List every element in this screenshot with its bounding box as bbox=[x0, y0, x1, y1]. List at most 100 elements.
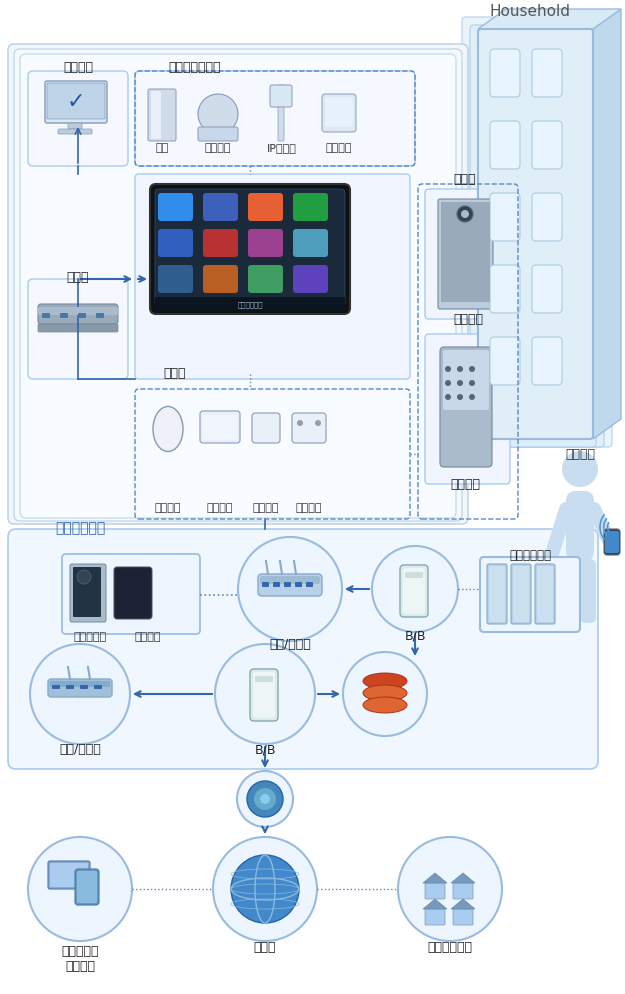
FancyBboxPatch shape bbox=[293, 265, 328, 293]
FancyBboxPatch shape bbox=[604, 530, 620, 556]
Circle shape bbox=[237, 771, 293, 827]
FancyBboxPatch shape bbox=[14, 50, 462, 522]
Circle shape bbox=[247, 781, 283, 817]
Circle shape bbox=[260, 794, 270, 804]
Text: 智能家居门户: 智能家居门户 bbox=[428, 940, 472, 953]
FancyBboxPatch shape bbox=[150, 185, 350, 315]
FancyBboxPatch shape bbox=[532, 122, 562, 170]
Polygon shape bbox=[451, 900, 475, 910]
FancyBboxPatch shape bbox=[480, 558, 580, 632]
FancyBboxPatch shape bbox=[135, 175, 410, 380]
FancyBboxPatch shape bbox=[262, 582, 269, 587]
Text: 智能照明: 智能照明 bbox=[253, 503, 279, 513]
FancyBboxPatch shape bbox=[258, 575, 322, 596]
Text: 公用门厅机: 公用门厅机 bbox=[74, 631, 106, 641]
FancyBboxPatch shape bbox=[203, 414, 237, 440]
Text: 网关/交换机: 网关/交换机 bbox=[269, 638, 311, 651]
FancyBboxPatch shape bbox=[478, 34, 596, 447]
FancyBboxPatch shape bbox=[513, 567, 529, 622]
FancyBboxPatch shape bbox=[117, 571, 149, 616]
FancyBboxPatch shape bbox=[400, 566, 428, 617]
FancyBboxPatch shape bbox=[96, 314, 104, 319]
FancyBboxPatch shape bbox=[151, 91, 161, 140]
Text: 小区公共区域: 小区公共区域 bbox=[55, 521, 105, 535]
FancyBboxPatch shape bbox=[453, 910, 473, 925]
FancyBboxPatch shape bbox=[50, 681, 110, 687]
Text: 个人电脑或
智能手机: 个人电脑或 智能手机 bbox=[61, 944, 99, 972]
FancyBboxPatch shape bbox=[490, 122, 520, 170]
Circle shape bbox=[343, 652, 427, 737]
FancyBboxPatch shape bbox=[306, 582, 313, 587]
FancyBboxPatch shape bbox=[62, 555, 200, 634]
FancyBboxPatch shape bbox=[453, 883, 473, 900]
Circle shape bbox=[198, 94, 238, 135]
FancyBboxPatch shape bbox=[537, 567, 553, 622]
FancyBboxPatch shape bbox=[203, 265, 238, 293]
FancyBboxPatch shape bbox=[490, 194, 520, 242]
FancyBboxPatch shape bbox=[198, 128, 238, 142]
FancyBboxPatch shape bbox=[535, 565, 555, 624]
FancyBboxPatch shape bbox=[250, 669, 278, 722]
FancyBboxPatch shape bbox=[148, 89, 176, 142]
FancyBboxPatch shape bbox=[114, 568, 152, 619]
FancyBboxPatch shape bbox=[38, 325, 118, 333]
Polygon shape bbox=[423, 900, 447, 910]
FancyBboxPatch shape bbox=[532, 50, 562, 97]
Text: B/B: B/B bbox=[404, 629, 426, 642]
Circle shape bbox=[469, 395, 475, 401]
Ellipse shape bbox=[153, 408, 183, 452]
Circle shape bbox=[398, 837, 502, 941]
FancyBboxPatch shape bbox=[325, 97, 353, 128]
Ellipse shape bbox=[363, 698, 407, 714]
Text: 智能门锁: 智能门锁 bbox=[450, 478, 480, 491]
Text: B/B: B/B bbox=[254, 743, 276, 755]
Circle shape bbox=[469, 367, 475, 373]
Polygon shape bbox=[478, 10, 621, 30]
Circle shape bbox=[28, 837, 132, 941]
FancyBboxPatch shape bbox=[203, 230, 238, 257]
FancyBboxPatch shape bbox=[38, 305, 118, 325]
FancyBboxPatch shape bbox=[48, 679, 112, 698]
FancyBboxPatch shape bbox=[94, 685, 102, 689]
Circle shape bbox=[254, 788, 276, 810]
FancyBboxPatch shape bbox=[470, 26, 604, 447]
FancyBboxPatch shape bbox=[293, 230, 328, 257]
FancyBboxPatch shape bbox=[293, 194, 328, 222]
Polygon shape bbox=[451, 873, 475, 883]
FancyBboxPatch shape bbox=[70, 565, 106, 622]
Text: 燃气渗漏: 燃气渗漏 bbox=[155, 503, 181, 513]
FancyBboxPatch shape bbox=[255, 676, 273, 682]
FancyBboxPatch shape bbox=[566, 491, 594, 562]
FancyBboxPatch shape bbox=[68, 124, 82, 130]
FancyBboxPatch shape bbox=[155, 190, 345, 308]
FancyBboxPatch shape bbox=[438, 200, 493, 310]
Text: 门磁: 门磁 bbox=[156, 143, 169, 153]
FancyBboxPatch shape bbox=[248, 265, 283, 293]
Circle shape bbox=[213, 837, 317, 941]
Ellipse shape bbox=[363, 685, 407, 702]
FancyBboxPatch shape bbox=[60, 314, 68, 319]
FancyBboxPatch shape bbox=[47, 83, 105, 120]
FancyBboxPatch shape bbox=[75, 869, 99, 906]
FancyBboxPatch shape bbox=[77, 871, 97, 904]
Text: Household: Household bbox=[489, 5, 571, 20]
FancyBboxPatch shape bbox=[252, 414, 280, 443]
Circle shape bbox=[445, 395, 451, 401]
FancyBboxPatch shape bbox=[8, 530, 598, 769]
FancyBboxPatch shape bbox=[42, 314, 50, 319]
FancyBboxPatch shape bbox=[52, 685, 60, 689]
FancyBboxPatch shape bbox=[253, 672, 275, 719]
FancyBboxPatch shape bbox=[322, 94, 356, 133]
FancyBboxPatch shape bbox=[66, 685, 74, 689]
FancyBboxPatch shape bbox=[490, 338, 520, 386]
FancyBboxPatch shape bbox=[28, 279, 128, 380]
Polygon shape bbox=[423, 873, 447, 883]
FancyBboxPatch shape bbox=[58, 130, 92, 135]
Text: 移动探测: 移动探测 bbox=[205, 143, 231, 153]
FancyBboxPatch shape bbox=[78, 314, 86, 319]
FancyBboxPatch shape bbox=[295, 582, 302, 587]
Text: 因特网: 因特网 bbox=[254, 940, 276, 953]
FancyBboxPatch shape bbox=[50, 863, 88, 887]
Text: 小区服务器群: 小区服务器群 bbox=[509, 549, 551, 562]
FancyBboxPatch shape bbox=[403, 569, 425, 614]
